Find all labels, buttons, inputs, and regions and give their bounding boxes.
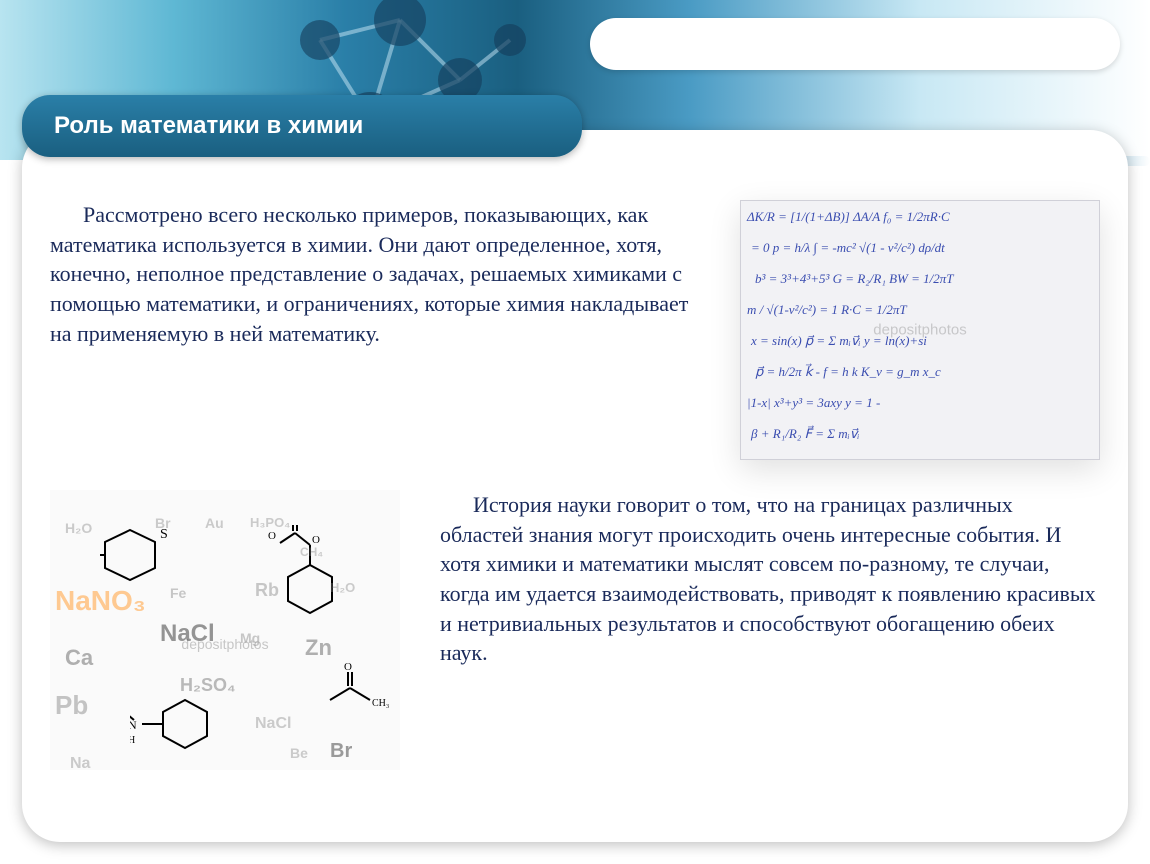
formula-line: p⃗ = h/2π k⃗ - f = h k K_v = g_m x_c (755, 364, 941, 380)
svg-text:O: O (268, 530, 276, 542)
chem-bg-formula: NaNO₃ (55, 585, 146, 617)
molecule-structure-3: N H O (130, 685, 250, 770)
chem-bg-formula: H₃PO₄ (250, 515, 290, 530)
chem-bg-formula: Na (70, 755, 90, 770)
paragraph-1: Рассмотрено всего несколько примеров, по… (50, 200, 700, 460)
chem-bg-formula: CH₄ (300, 545, 323, 559)
chem-bg-formula: NaCl (160, 620, 215, 648)
chem-bg-formula: Rb (255, 580, 279, 601)
formula-line: ΔK/R = [1/(1+ΔB)] ΔA/A f₀ = 1/2πR·C (747, 209, 950, 225)
chem-bg-formula: H₂O (330, 580, 355, 595)
content-area: Рассмотрено всего несколько примеров, по… (22, 160, 1128, 842)
row-2: S N O O N H O (50, 490, 1100, 770)
chem-bg-formula: Be (290, 745, 308, 761)
chemistry-formulas-image: S N O O N H O (50, 490, 400, 770)
slide-title-bar: Роль математики в химии (22, 95, 582, 157)
formula-line: m / √(1-v²/c²) = 1 R·C = 1/2πT (747, 302, 907, 318)
chem-bg-formula: Ca (65, 645, 93, 671)
chem-bg-formula: Mg (240, 630, 260, 646)
formula-line: |1-x| x³+y³ = 3axy y = 1 - (747, 395, 880, 411)
chem-bg-formula: Zn (305, 635, 332, 661)
chem-bg-formula: H₂O (65, 520, 92, 536)
svg-text:H: H (130, 735, 135, 746)
chem-bg-formula: Au (205, 515, 224, 531)
chem-bg-formula: Br (155, 515, 171, 531)
formula-line: = 0 p = h/λ ∫ = -mc² √(1 - v²/c²) dρ/dt (751, 240, 945, 256)
top-pill-decor (590, 18, 1120, 70)
chem-bg-formula: NaCl (255, 715, 291, 733)
paragraph-2: История науки говорит о том, что на гран… (440, 490, 1100, 668)
row-1: Рассмотрено всего несколько примеров, по… (50, 200, 1100, 460)
svg-text:CH₃: CH₃ (372, 698, 389, 709)
svg-text:O: O (344, 661, 352, 673)
formula-line: x = sin(x) p⃗ = Σ mᵢv⃗ᵢ y = ln(x)+si (751, 333, 927, 349)
chem-bg-formula: H₂SO₄ (180, 675, 236, 696)
chem-bg-formula: Pb (55, 690, 88, 721)
formula-line: β + R₁/R₂ F⃗ = Σ mᵢv⃗ᵢ (751, 426, 859, 442)
physics-formulas-image: depositphotos ΔK/R = [1/(1+ΔB)] ΔA/A f₀ … (740, 200, 1100, 460)
chem-bg-formula: Fe (170, 585, 186, 601)
slide-title: Роль математики в химии (54, 112, 363, 140)
formula-line: b³ = 3³+4³+5³ G = R₂/R₁ BW = 1/2πT (755, 271, 954, 287)
chem-bg-formula: Br (330, 740, 352, 763)
molecule-structure-2: O O (260, 525, 360, 615)
molecule-structure-4: O CH₃ (320, 660, 390, 720)
